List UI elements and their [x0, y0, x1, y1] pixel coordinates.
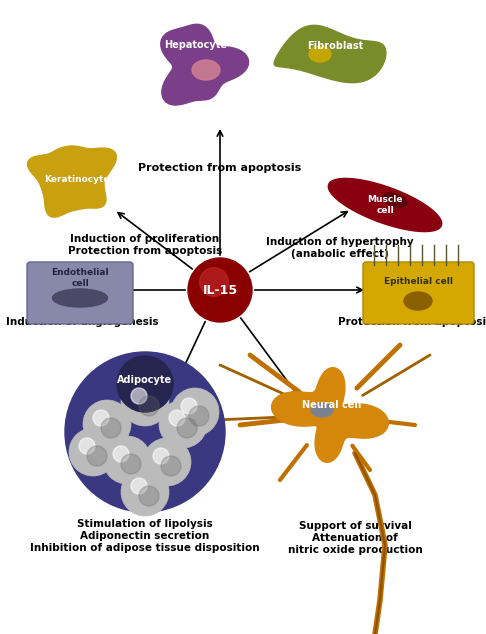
Polygon shape: [161, 24, 249, 105]
Circle shape: [121, 454, 141, 474]
Text: Stimulation of lipolysis
Adiponectin secretion
Inhibition of adipose tissue disp: Stimulation of lipolysis Adiponectin sec…: [30, 519, 260, 553]
Text: Protection from apoptosis: Protection from apoptosis: [338, 317, 486, 327]
Circle shape: [159, 400, 207, 448]
Circle shape: [188, 258, 252, 322]
Circle shape: [139, 396, 159, 416]
Ellipse shape: [311, 403, 333, 417]
Polygon shape: [28, 146, 116, 217]
Circle shape: [189, 406, 209, 426]
Ellipse shape: [404, 292, 432, 310]
Text: Muscle
cell: Muscle cell: [367, 195, 403, 215]
Circle shape: [113, 446, 129, 462]
Circle shape: [83, 400, 131, 448]
Circle shape: [117, 356, 173, 412]
Text: Induction of proliferation
Protection from apoptosis: Induction of proliferation Protection fr…: [68, 234, 222, 256]
Ellipse shape: [192, 60, 220, 80]
Text: Neural cell: Neural cell: [302, 400, 362, 410]
Circle shape: [93, 410, 109, 426]
Circle shape: [143, 438, 191, 486]
Circle shape: [87, 446, 107, 466]
Circle shape: [79, 438, 95, 454]
Text: IL-15: IL-15: [203, 283, 238, 297]
Text: Adipocyte: Adipocyte: [118, 375, 173, 385]
Text: Support of survival
Attenuation of
nitric oxide production: Support of survival Attenuation of nitri…: [288, 521, 422, 555]
Circle shape: [139, 486, 159, 506]
Ellipse shape: [383, 193, 407, 207]
Circle shape: [153, 448, 169, 464]
Circle shape: [181, 398, 197, 414]
Text: Endothelial
cell: Endothelial cell: [51, 268, 109, 288]
Circle shape: [200, 268, 228, 297]
Text: Induction of angiogenesis: Induction of angiogenesis: [6, 317, 158, 327]
Ellipse shape: [52, 289, 107, 307]
Polygon shape: [274, 25, 386, 82]
FancyBboxPatch shape: [363, 262, 474, 324]
Circle shape: [121, 378, 169, 426]
Circle shape: [121, 468, 169, 516]
Polygon shape: [328, 178, 442, 231]
Circle shape: [169, 410, 185, 426]
Text: Epithelial cell: Epithelial cell: [383, 276, 452, 285]
Circle shape: [171, 388, 219, 436]
Text: Keratinocyte: Keratinocyte: [44, 176, 110, 184]
Circle shape: [177, 418, 197, 438]
Ellipse shape: [309, 46, 331, 62]
Circle shape: [131, 388, 147, 404]
Circle shape: [101, 418, 121, 438]
Text: Hepatocyte: Hepatocyte: [164, 40, 227, 50]
FancyBboxPatch shape: [27, 262, 133, 324]
Circle shape: [103, 436, 151, 484]
Text: Induction of hypertrophy
(anabolic effect): Induction of hypertrophy (anabolic effec…: [266, 237, 414, 259]
Text: Fibroblast: Fibroblast: [307, 41, 363, 51]
Polygon shape: [272, 368, 388, 462]
Text: Protection from apoptosis: Protection from apoptosis: [139, 163, 302, 173]
Circle shape: [131, 478, 147, 494]
Circle shape: [65, 352, 225, 512]
Circle shape: [69, 428, 117, 476]
Circle shape: [161, 456, 181, 476]
